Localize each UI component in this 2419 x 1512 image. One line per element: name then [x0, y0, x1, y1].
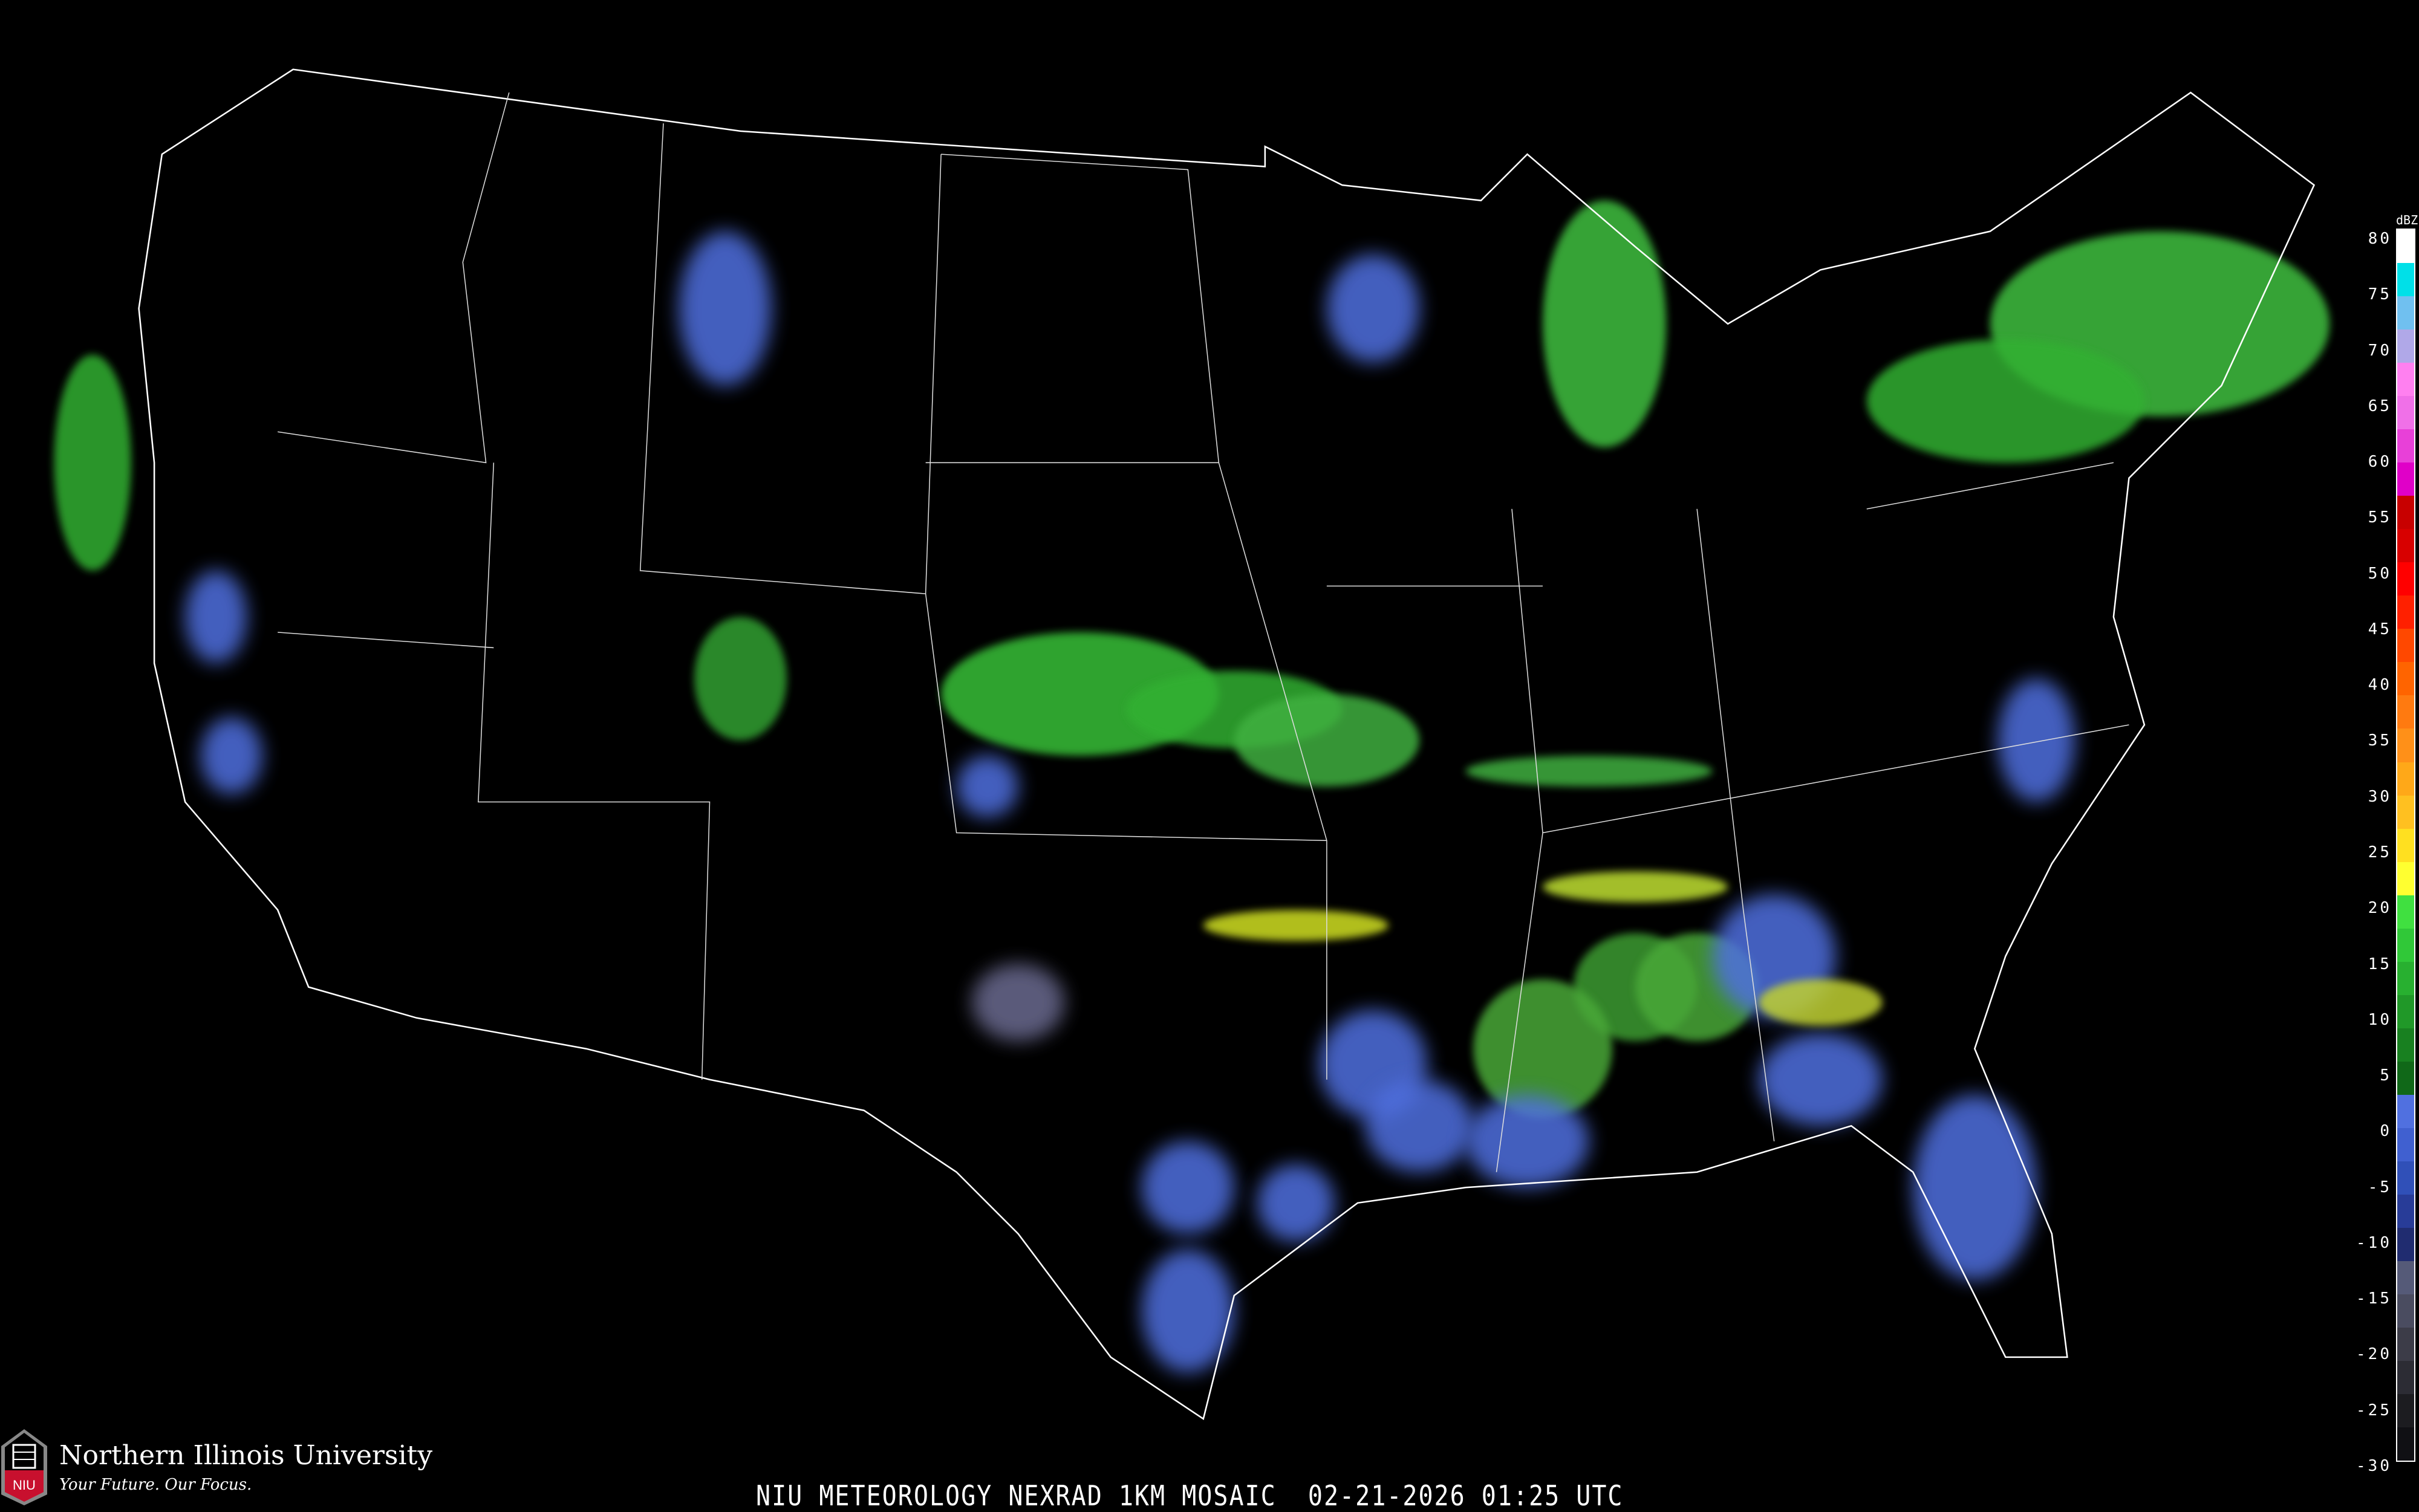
- radar-echo: [1465, 756, 1713, 787]
- radar-echo: [1234, 693, 1419, 787]
- legend-swatch: [2397, 1061, 2414, 1095]
- radar-echo: [1141, 1141, 1234, 1234]
- legend-label: 75: [2368, 285, 2392, 304]
- legend-label: -10: [2356, 1233, 2392, 1252]
- radar-echo: [1473, 979, 1612, 1118]
- radar-echo: [1257, 1164, 1335, 1242]
- legend-swatch: [2397, 1094, 2414, 1128]
- legend-swatch: [2397, 1261, 2414, 1294]
- radar-echo: [1141, 1249, 1234, 1373]
- legend-swatch: [2397, 363, 2414, 397]
- legend-swatch: [2397, 695, 2414, 729]
- radar-echo: [200, 717, 262, 794]
- legend-swatch: [2397, 595, 2414, 629]
- legend-swatch: [2397, 1427, 2414, 1461]
- legend-swatch: [2397, 1328, 2414, 1361]
- legend-label: 50: [2368, 564, 2392, 583]
- legend-swatch: [2397, 895, 2414, 929]
- legend-label: 0: [2380, 1122, 2392, 1141]
- state-borders: [278, 92, 2129, 1172]
- radar-echo: [1203, 910, 1389, 941]
- legend-label: -20: [2356, 1345, 2392, 1364]
- radar-echoes: [54, 200, 2330, 1373]
- legend-label: 40: [2368, 676, 2392, 695]
- legend-swatch: [2397, 1394, 2414, 1428]
- legend-swatch: [2397, 296, 2414, 330]
- niu-logo: NIU Northern Illinois University Your Fu…: [0, 1428, 432, 1507]
- legend-swatch: [2397, 462, 2414, 496]
- radar-echo: [1759, 979, 1883, 1026]
- legend-swatch: [2397, 1227, 2414, 1261]
- legend-swatch: [2397, 429, 2414, 463]
- radar-echo: [1365, 1079, 1474, 1172]
- radar-echo: [54, 354, 131, 571]
- legend-swatch: [2397, 1161, 2414, 1195]
- legend-swatch: [2397, 263, 2414, 297]
- svg-text:NIU: NIU: [13, 1478, 36, 1493]
- legend-swatch: [2397, 828, 2414, 862]
- legend-label: 70: [2368, 341, 2392, 360]
- legend-swatch: [2397, 230, 2414, 264]
- radar-echo: [1913, 1095, 2037, 1280]
- legend-label: 45: [2368, 620, 2392, 638]
- legend-swatch: [2397, 396, 2414, 430]
- legend-swatch: [2397, 662, 2414, 696]
- university-tagline: Your Future. Our Focus.: [59, 1476, 252, 1494]
- legend-swatch: [2397, 329, 2414, 363]
- legend-swatch: [2397, 1361, 2414, 1395]
- legend-label: 65: [2368, 397, 2392, 415]
- radar-echo: [1759, 1033, 1883, 1126]
- legend-labels: 80 75 70 65 60 55 50 45 40 35 30 25 20 15 10 5 0 -5 -10 -15…: [2356, 215, 2419, 1475]
- legend-unit: dBZ: [2396, 213, 2418, 227]
- legend-swatch: [2397, 562, 2414, 596]
- legend-swatch: [2397, 762, 2414, 796]
- radar-echo: [1543, 200, 1667, 447]
- legend-label: 35: [2368, 732, 2392, 750]
- radar-echo: [1997, 678, 2076, 802]
- legend-label: 60: [2368, 453, 2392, 472]
- legend-swatch: [2397, 961, 2414, 995]
- legend-swatch: [2397, 496, 2414, 530]
- radar-echo: [694, 617, 787, 741]
- legend-swatch: [2397, 994, 2414, 1028]
- legend-swatch: [2397, 861, 2414, 895]
- legend-color-bar: [2396, 229, 2415, 1462]
- legend-swatch: [2397, 629, 2414, 663]
- radar-echo: [185, 570, 247, 663]
- legend-label: 15: [2368, 955, 2392, 973]
- radar-echo: [1866, 339, 2144, 463]
- legend-swatch: [2397, 795, 2414, 829]
- radar-echo: [1326, 254, 1419, 363]
- university-name: Northern Illinois University: [59, 1440, 433, 1471]
- niu-seal-icon: NIU: [1, 1429, 47, 1505]
- legend-swatch: [2397, 1194, 2414, 1228]
- legend-label: -5: [2368, 1178, 2392, 1196]
- legend-label: 5: [2380, 1066, 2392, 1085]
- legend-swatch: [2397, 1028, 2414, 1062]
- legend-label: 80: [2368, 230, 2392, 248]
- radar-echo: [956, 756, 1018, 818]
- legend-label: 25: [2368, 843, 2392, 861]
- radar-echo: [972, 964, 1065, 1041]
- map-caption: NIU METEOROLOGY NEXRAD 1KM MOSAIC 02-21-…: [756, 1480, 1624, 1512]
- radar-echo: [1543, 871, 1728, 903]
- radar-echo: [679, 231, 772, 386]
- legend-swatch: [2397, 529, 2414, 563]
- legend-label: -25: [2356, 1401, 2392, 1420]
- radar-echo: [1465, 1095, 1589, 1188]
- legend-label: 10: [2368, 1010, 2392, 1029]
- legend-swatch: [2397, 928, 2414, 962]
- legend-label: -15: [2356, 1290, 2392, 1308]
- legend-label: 30: [2368, 787, 2392, 806]
- legend-label: -30: [2356, 1457, 2392, 1475]
- legend-label: 55: [2368, 508, 2392, 527]
- legend-label: 20: [2368, 899, 2392, 918]
- us-outline: [138, 68, 2316, 1421]
- legend-swatch: [2397, 1128, 2414, 1161]
- legend-swatch: [2397, 1294, 2414, 1328]
- legend-swatch: [2397, 728, 2414, 762]
